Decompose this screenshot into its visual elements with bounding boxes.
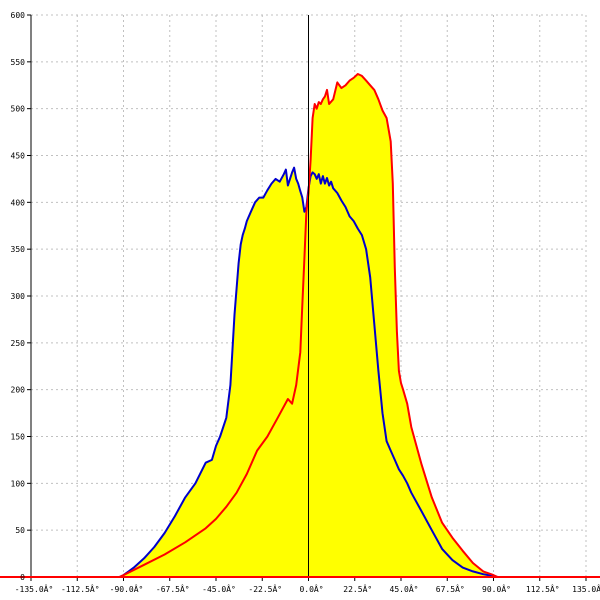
y-tick-label: 600 [11,11,26,20]
x-tick-label: 135.0Â° [572,583,600,594]
y-tick-label: 500 [11,105,26,114]
x-tick-label: -135.0Â° [15,583,54,594]
y-tick-label: 250 [11,339,26,348]
y-tick-label: 350 [11,245,26,254]
y-tick-label: 50 [15,526,25,535]
x-tick-label: -112.5Â° [61,583,100,594]
x-tick-label: -22.5Â° [248,583,282,594]
series-line-red [20,73,597,578]
tick-labels: -135.0Â° -112.5Â° -90.0Â° -67.5Â° -45.0Â° -22… [11,11,600,594]
x-tick-label: 67.5Â° [436,583,465,594]
y-tick-label: 100 [11,479,26,488]
x-tick-label: -45.0Â° [202,583,236,594]
x-tick-label: 112.5Â° [526,583,560,594]
axes [0,14,600,581]
y-tick-label: 200 [11,386,26,395]
x-tick-label: 22.5Â° [343,583,372,594]
y-tick-label: 0 [20,573,25,582]
y-tick-label: 450 [11,152,26,161]
x-tick-label: -67.5Â° [156,583,190,594]
x-tick-label: 0.0Â° [299,583,323,594]
x-tick-label: -90.0Â° [110,583,144,594]
x-tick-label: 90.0Â° [482,583,511,594]
y-tick-label: 300 [11,292,26,301]
y-tick-label: 550 [11,58,26,67]
y-tick-label: 150 [11,433,26,442]
y-tick-label: 400 [11,198,26,207]
x-tick-label: 45.0Â° [390,583,419,594]
